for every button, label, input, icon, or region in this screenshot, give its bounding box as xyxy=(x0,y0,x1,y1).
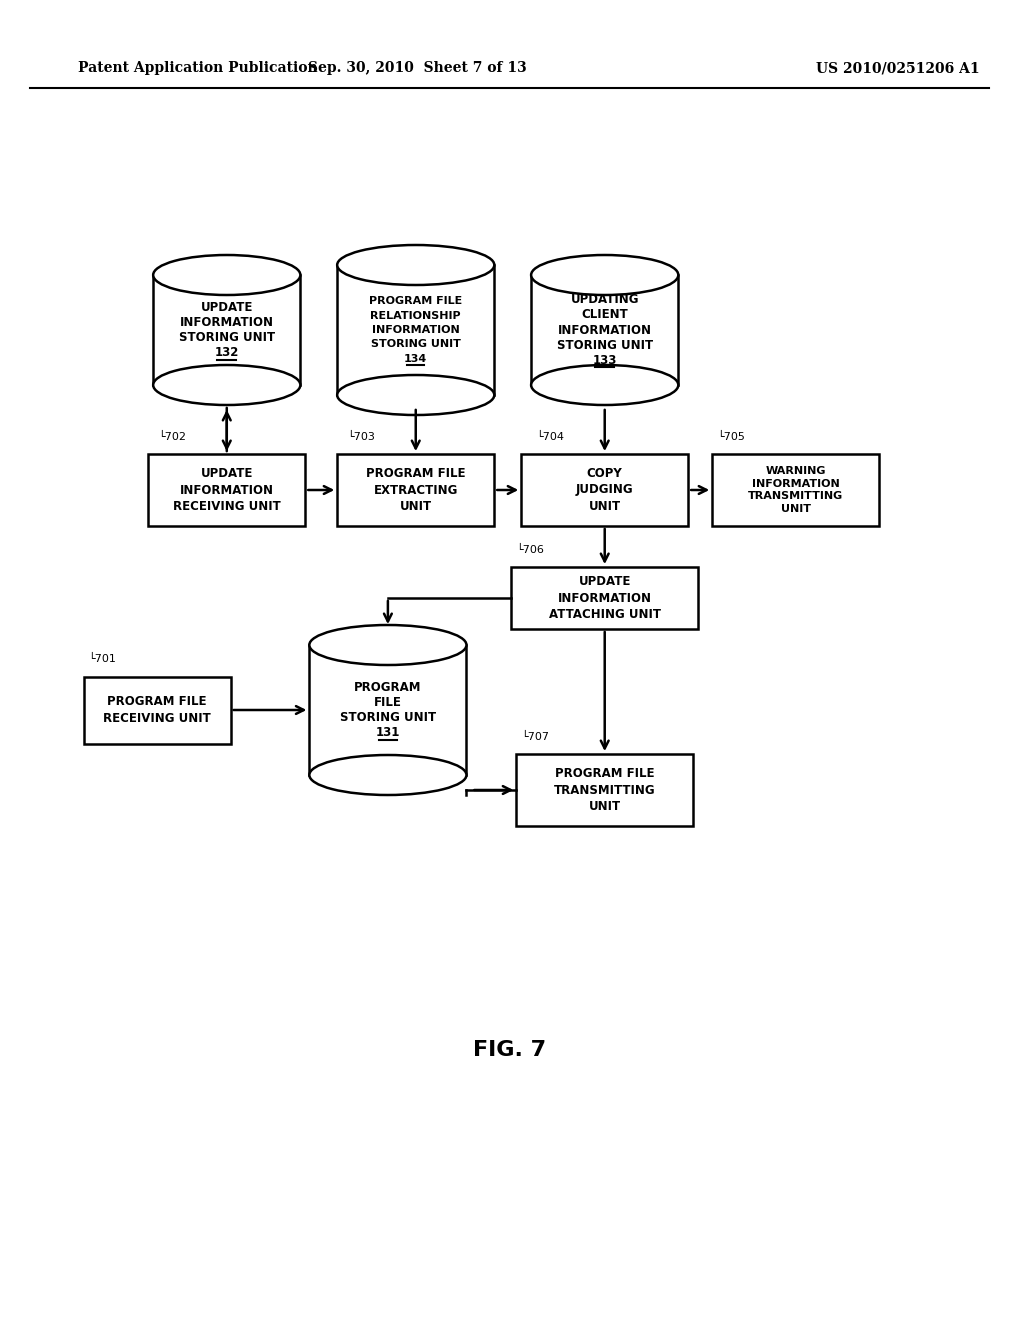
Text: 131: 131 xyxy=(376,726,400,739)
Text: 134: 134 xyxy=(404,354,427,364)
Ellipse shape xyxy=(309,755,467,795)
Text: STORING UNIT: STORING UNIT xyxy=(179,331,274,345)
Text: PROGRAM FILE: PROGRAM FILE xyxy=(369,296,463,306)
Text: INFORMATION: INFORMATION xyxy=(180,315,273,329)
Text: UPDATE: UPDATE xyxy=(201,301,253,314)
FancyBboxPatch shape xyxy=(712,454,880,525)
FancyBboxPatch shape xyxy=(521,454,688,525)
Text: └706: └706 xyxy=(516,545,544,554)
Text: Patent Application Publication: Patent Application Publication xyxy=(78,61,317,75)
Text: RELATIONSHIP: RELATIONSHIP xyxy=(371,310,461,321)
Text: UPDATE
INFORMATION
RECEIVING UNIT: UPDATE INFORMATION RECEIVING UNIT xyxy=(173,467,281,513)
Text: └703: └703 xyxy=(347,432,375,442)
Text: 133: 133 xyxy=(593,354,616,367)
Text: INFORMATION: INFORMATION xyxy=(558,323,651,337)
Text: STORING UNIT: STORING UNIT xyxy=(557,339,652,352)
Polygon shape xyxy=(337,265,495,395)
Text: └701: └701 xyxy=(88,655,117,664)
Ellipse shape xyxy=(154,255,300,294)
Text: PROGRAM FILE
TRANSMITTING
UNIT: PROGRAM FILE TRANSMITTING UNIT xyxy=(554,767,655,813)
Text: UPDATING: UPDATING xyxy=(570,293,639,306)
FancyBboxPatch shape xyxy=(511,568,698,630)
Text: WARNING
INFORMATION
TRANSMITTING
UNIT: WARNING INFORMATION TRANSMITTING UNIT xyxy=(749,466,844,515)
Polygon shape xyxy=(531,275,678,385)
FancyBboxPatch shape xyxy=(337,454,495,525)
Ellipse shape xyxy=(337,375,495,414)
Polygon shape xyxy=(154,275,300,385)
Text: STORING UNIT: STORING UNIT xyxy=(340,711,436,725)
Text: PROGRAM FILE
RECEIVING UNIT: PROGRAM FILE RECEIVING UNIT xyxy=(103,696,211,725)
Text: STORING UNIT: STORING UNIT xyxy=(371,339,461,350)
Text: FILE: FILE xyxy=(374,696,401,709)
Ellipse shape xyxy=(154,366,300,405)
Ellipse shape xyxy=(531,366,678,405)
Text: PROGRAM: PROGRAM xyxy=(354,681,422,693)
Text: US 2010/0251206 A1: US 2010/0251206 A1 xyxy=(815,61,979,75)
Text: └705: └705 xyxy=(717,432,745,442)
Polygon shape xyxy=(309,645,467,775)
Text: CLIENT: CLIENT xyxy=(582,308,628,321)
Ellipse shape xyxy=(337,246,495,285)
Text: └704: └704 xyxy=(537,432,564,442)
FancyBboxPatch shape xyxy=(84,676,230,743)
Ellipse shape xyxy=(531,255,678,294)
Text: └702: └702 xyxy=(158,432,186,442)
Text: INFORMATION: INFORMATION xyxy=(372,325,460,335)
Ellipse shape xyxy=(309,624,467,665)
FancyBboxPatch shape xyxy=(148,454,305,525)
Text: 132: 132 xyxy=(215,346,239,359)
Text: PROGRAM FILE
EXTRACTING
UNIT: PROGRAM FILE EXTRACTING UNIT xyxy=(366,467,466,513)
Text: └707: └707 xyxy=(521,731,549,742)
Text: COPY
JUDGING
UNIT: COPY JUDGING UNIT xyxy=(575,467,634,513)
FancyBboxPatch shape xyxy=(516,754,693,826)
Text: Sep. 30, 2010  Sheet 7 of 13: Sep. 30, 2010 Sheet 7 of 13 xyxy=(308,61,527,75)
Text: FIG. 7: FIG. 7 xyxy=(473,1040,546,1060)
Text: UPDATE
INFORMATION
ATTACHING UNIT: UPDATE INFORMATION ATTACHING UNIT xyxy=(549,576,660,620)
